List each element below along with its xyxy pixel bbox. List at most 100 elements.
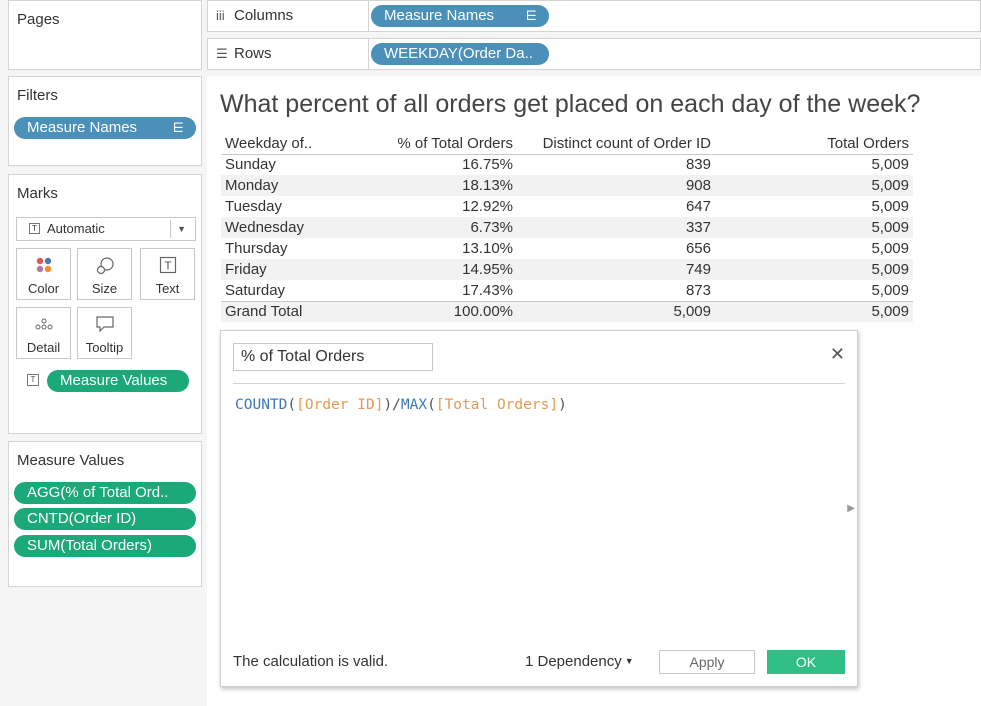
- marks-detail-button[interactable]: Detail: [16, 307, 71, 359]
- measure-values-pill[interactable]: AGG(% of Total Ord..: [14, 482, 196, 504]
- formula-paren: ): [383, 397, 393, 413]
- cell-count[interactable]: 908: [517, 175, 715, 196]
- marks-tooltip-button[interactable]: Tooltip: [77, 307, 132, 359]
- tooltip-label: Tooltip: [85, 340, 124, 355]
- header-total-orders[interactable]: Total Orders: [715, 133, 913, 155]
- close-icon[interactable]: ✕: [829, 344, 845, 364]
- cell-weekday[interactable]: Tuesday: [225, 198, 282, 215]
- measure-values-pill-label: SUM(Total Orders): [27, 537, 153, 554]
- shelf-divider: [368, 39, 369, 69]
- calculation-status: The calculation is valid.: [233, 653, 389, 670]
- svg-text:T: T: [163, 260, 171, 273]
- expand-panel-arrow-icon[interactable]: ▶: [847, 503, 855, 514]
- shelf-divider: [368, 1, 369, 31]
- cell-count[interactable]: 337: [517, 217, 715, 238]
- measure-values-title: Measure Values: [17, 452, 125, 469]
- marks-card: Marks: [8, 174, 202, 434]
- cell-grand-total-count[interactable]: 5,009: [517, 300, 715, 322]
- sort-icon: ⋿: [172, 120, 184, 135]
- cell-pct[interactable]: 14.95%: [355, 259, 517, 280]
- color-label: Color: [27, 281, 60, 296]
- table-row: Saturday 17.43% 873 5,009: [221, 280, 913, 301]
- table-row: Tuesday 12.92% 647 5,009: [221, 196, 913, 217]
- cell-weekday[interactable]: Friday: [221, 259, 355, 280]
- cell-total[interactable]: 5,009: [871, 156, 909, 174]
- ok-button[interactable]: OK: [767, 650, 845, 674]
- measure-values-pill[interactable]: SUM(Total Orders): [14, 535, 196, 557]
- view-title: What percent of all orders get placed on…: [220, 90, 921, 118]
- cell-pct[interactable]: 18.13%: [355, 175, 517, 196]
- marks-pill-measure-values[interactable]: Measure Values: [47, 370, 189, 392]
- cell-total[interactable]: 5,009: [715, 217, 913, 238]
- rows-pill-weekday[interactable]: WEEKDAY(Order Da..: [371, 43, 549, 65]
- measure-values-pill[interactable]: CNTD(Order ID): [14, 508, 196, 530]
- rows-shelf[interactable]: ☰ Rows WEEKDAY(Order Da..: [207, 38, 981, 70]
- cell-total[interactable]: 5,009: [871, 240, 909, 257]
- formula-editor[interactable]: COUNTD([Order ID])/MAX([Total Orders]): [235, 397, 567, 413]
- header-weekday[interactable]: Weekday of..: [221, 133, 355, 155]
- calculation-editor-dialog: % of Total Orders ✕ COUNTD([Order ID])/M…: [220, 330, 858, 687]
- columns-pill-measure-names[interactable]: Measure Names ⋿: [371, 5, 549, 27]
- detail-icon: [17, 315, 70, 335]
- cell-count[interactable]: 749: [517, 259, 715, 280]
- filters-card: Filters Measure Names ⋿: [8, 76, 202, 166]
- sort-icon: ⋿: [525, 8, 537, 23]
- marks-size-button[interactable]: Size: [77, 248, 132, 300]
- columns-pill-label: Measure Names: [384, 7, 495, 24]
- size-label: Size: [91, 281, 118, 296]
- formula-operator: /: [392, 397, 401, 413]
- table-header-row: Weekday of.. % of Total Orders Distinct …: [221, 133, 913, 155]
- cell-pct[interactable]: 17.43%: [462, 281, 513, 299]
- cell-grand-total-label[interactable]: Grand Total: [221, 300, 355, 322]
- measure-values-card: Measure Values AGG(% of Total Ord.. CNTD…: [8, 441, 202, 587]
- cell-pct[interactable]: 16.75%: [462, 156, 513, 174]
- mark-type-dropdown[interactable]: T Automatic ▼: [16, 217, 196, 241]
- marks-text-button[interactable]: T Text: [140, 248, 195, 300]
- text-label: Text: [155, 281, 180, 296]
- chevron-down-icon: ▼: [624, 656, 634, 666]
- columns-shelf[interactable]: iii Columns Measure Names ⋿: [207, 0, 981, 32]
- pages-title: Pages: [17, 11, 60, 28]
- cell-total[interactable]: 5,009: [871, 281, 909, 299]
- marks-pill-label: Measure Values: [60, 372, 168, 389]
- formula-paren: (: [287, 397, 297, 413]
- table-row: Monday 18.13% 908 5,009: [221, 175, 913, 196]
- table-row: Thursday 13.10% 656 5,009: [221, 238, 913, 259]
- cell-total[interactable]: 5,009: [715, 259, 913, 280]
- dialog-divider: [233, 383, 845, 384]
- cell-pct[interactable]: 13.10%: [462, 240, 513, 257]
- filter-pill-label: Measure Names: [27, 119, 138, 136]
- rows-shelf-label: ☰ Rows: [216, 39, 272, 69]
- filters-title: Filters: [17, 87, 58, 104]
- cell-total[interactable]: 5,009: [871, 198, 909, 215]
- cell-count[interactable]: 873: [685, 281, 711, 299]
- cell-count[interactable]: 647: [685, 198, 711, 215]
- filter-pill-measure-names[interactable]: Measure Names ⋿: [14, 117, 196, 139]
- header-distinct-count[interactable]: Distinct count of Order ID: [517, 133, 715, 155]
- formula-function: MAX: [400, 397, 428, 413]
- formula-paren: (: [427, 397, 436, 413]
- marks-color-button[interactable]: Color: [16, 248, 71, 300]
- cell-weekday[interactable]: Wednesday: [221, 217, 355, 238]
- cell-count[interactable]: 656: [685, 240, 711, 257]
- cell-grand-total-orders[interactable]: 5,009: [715, 300, 913, 322]
- size-icon: [78, 256, 131, 276]
- cell-weekday[interactable]: Thursday: [225, 240, 288, 257]
- columns-icon: iii: [216, 8, 225, 23]
- cell-total[interactable]: 5,009: [715, 175, 913, 196]
- cell-weekday[interactable]: Saturday: [225, 281, 286, 299]
- cell-weekday[interactable]: Monday: [221, 175, 355, 196]
- dependency-dropdown[interactable]: 1 Dependency ▼: [525, 653, 634, 670]
- rows-icon: ☰: [216, 46, 228, 61]
- cell-pct[interactable]: 6.73%: [355, 217, 517, 238]
- formula-field: [Order ID]: [296, 397, 384, 413]
- cell-pct[interactable]: 12.92%: [462, 198, 513, 215]
- data-table: Weekday of.. % of Total Orders Distinct …: [221, 133, 913, 322]
- apply-button[interactable]: Apply: [659, 650, 755, 674]
- cell-count[interactable]: 839: [685, 156, 711, 174]
- header-pct-total[interactable]: % of Total Orders: [355, 133, 517, 155]
- cell-grand-total-pct[interactable]: 100.00%: [355, 300, 517, 322]
- calculation-name-input[interactable]: % of Total Orders: [233, 343, 433, 371]
- cell-weekday[interactable]: Sunday: [225, 156, 276, 174]
- marks-title: Marks: [17, 185, 58, 202]
